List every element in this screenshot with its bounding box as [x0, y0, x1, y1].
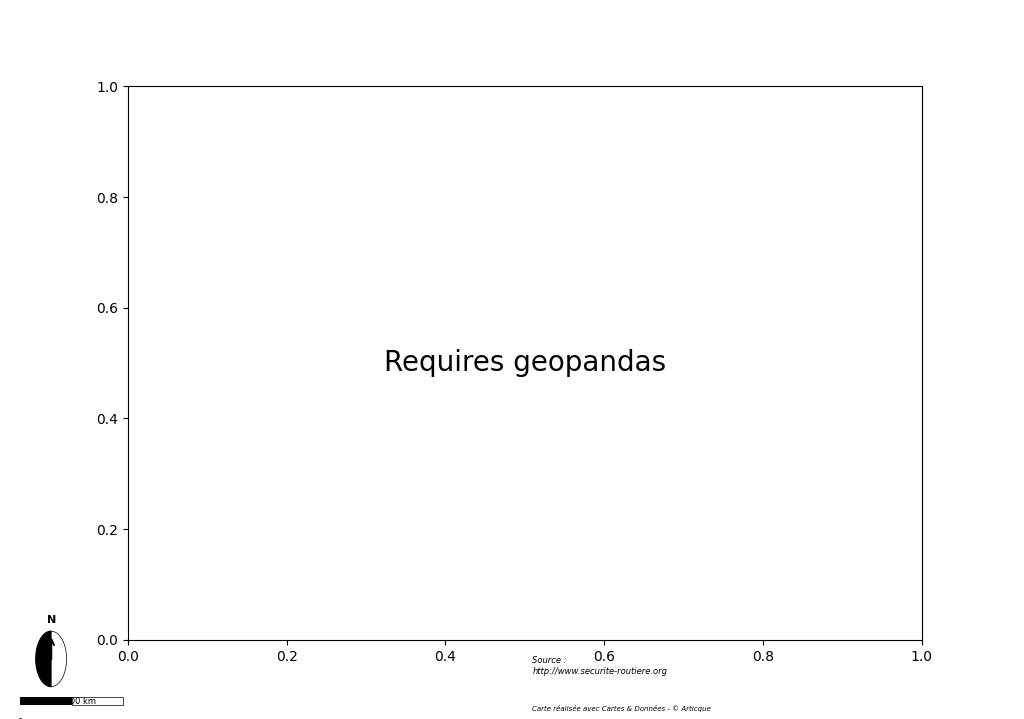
Bar [20, 697, 72, 705]
Polygon shape [36, 631, 51, 687]
Text: N: N [46, 615, 56, 625]
Polygon shape [51, 631, 67, 687]
Text: 0    500  1 000 km: 0 500 1 000 km [20, 697, 96, 705]
Text: 0: 0 [17, 718, 24, 719]
Text: Requires geopandas: Requires geopandas [384, 349, 666, 377]
Text: Source :
http://www.securite-routiere.org: Source : http://www.securite-routiere.or… [532, 656, 668, 676]
Text: Carte réalisée avec Cartes & Données - © Articque: Carte réalisée avec Cartes & Données - ©… [532, 705, 712, 712]
Bar [72, 697, 123, 705]
